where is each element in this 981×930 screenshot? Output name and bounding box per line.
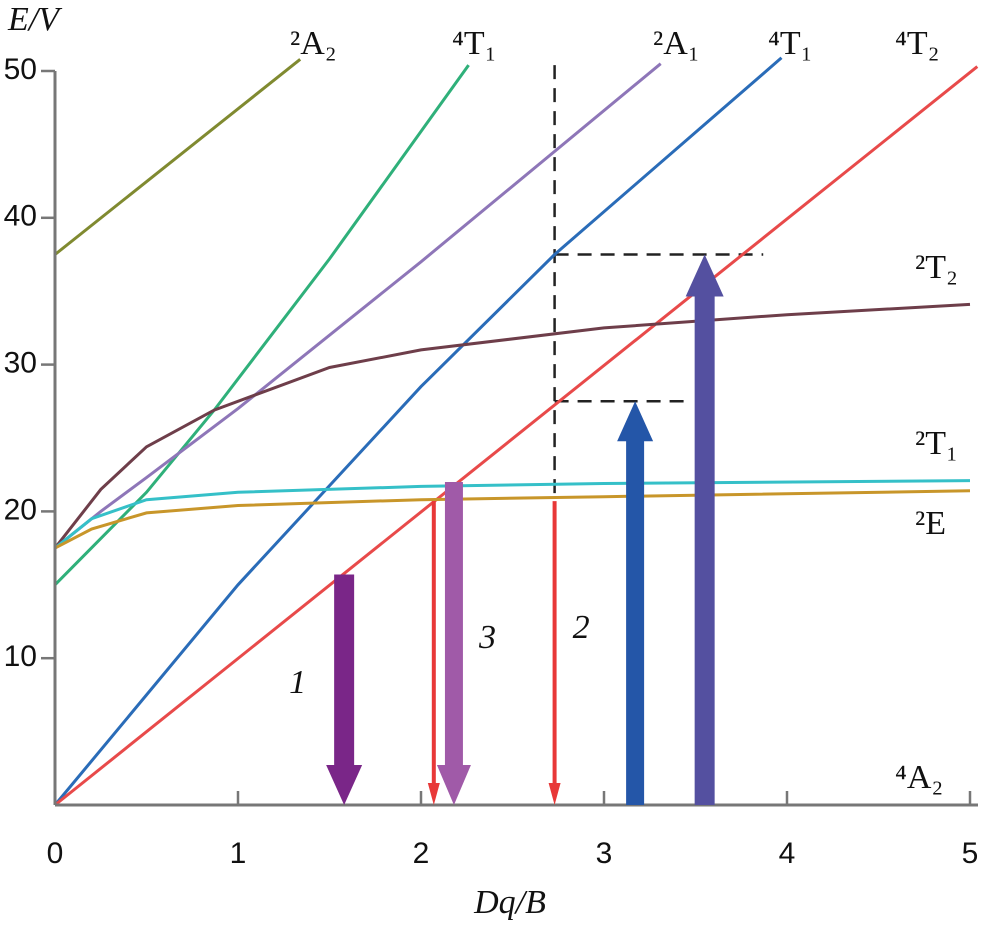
series-label: ⁴T₁ [452, 25, 496, 62]
series-line [54, 58, 302, 256]
y-tick-label: 50 [4, 53, 37, 86]
y-tick-label: 40 [4, 200, 37, 233]
arrow-label: 1 [289, 664, 306, 701]
y-tick-label: 20 [4, 493, 37, 526]
ground-state-label: ⁴A₂ [895, 759, 943, 796]
x-tick-label: 0 [47, 837, 64, 870]
series-line [53, 56, 783, 806]
arrow-head [326, 765, 363, 805]
series-line [54, 479, 971, 550]
arrow-head [685, 254, 724, 297]
series-label: ²A₁ [653, 25, 700, 62]
arrow-head [617, 401, 654, 442]
arrow-label: 3 [478, 619, 496, 656]
y-axis-title: E/V [7, 1, 63, 38]
y-tick-label: 30 [4, 347, 37, 380]
arrow-label: 2 [573, 609, 590, 646]
x-tick-label: 3 [596, 837, 613, 870]
series-line [54, 65, 979, 807]
x-tick-label: 1 [230, 837, 247, 870]
series-line [53, 302, 971, 550]
y-tick-label: 10 [4, 640, 37, 673]
x-axis-title: Dq/B [473, 884, 546, 921]
x-tick-label: 5 [962, 837, 979, 870]
series-line [54, 62, 662, 550]
series-label: ²T₁ [915, 425, 958, 462]
x-tick-label: 2 [413, 837, 430, 870]
series-label: ²T₂ [915, 249, 958, 286]
series-label: ²A₂ [290, 25, 337, 62]
arrow-head [436, 765, 471, 805]
x-tick-label: 4 [779, 837, 796, 870]
series-label: ⁴T₁ [768, 25, 812, 62]
series-label: ⁴T₂ [895, 25, 939, 62]
series-line [54, 489, 971, 550]
arrow-head [427, 783, 440, 805]
series-label: ²E [915, 505, 946, 542]
arrow-head [548, 783, 561, 805]
series-line [53, 64, 470, 586]
